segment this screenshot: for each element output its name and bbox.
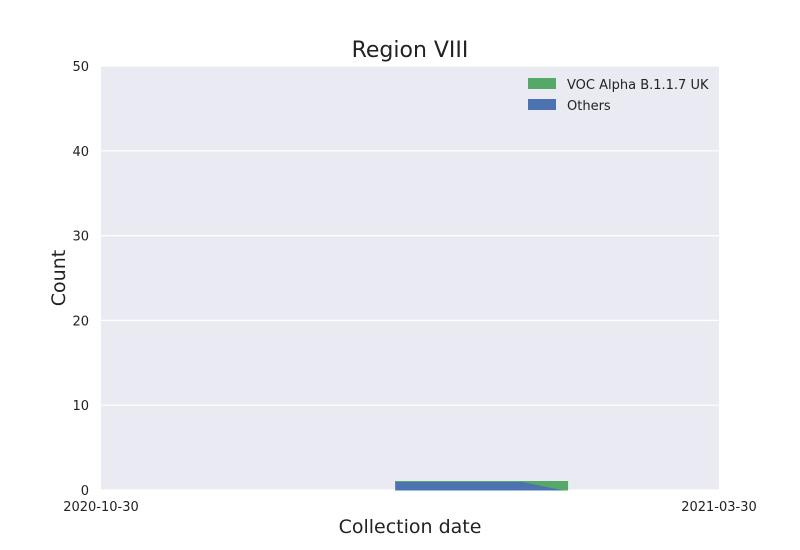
area-series xyxy=(395,481,569,491)
legend-swatch xyxy=(528,78,556,89)
plot-background xyxy=(101,66,719,490)
x-axis-label: Collection date xyxy=(339,516,482,538)
y-tick-label: 50 xyxy=(72,60,89,75)
y-tick-label: 40 xyxy=(72,145,89,160)
y-tick-label: 10 xyxy=(72,399,89,414)
legend-swatch xyxy=(528,99,556,110)
tick-labels: 0 10 20 30 40 50 2020-10-30 2021-03-30 xyxy=(63,60,757,515)
legend: VOC Alpha B.1.1.7 UK Others xyxy=(528,78,709,114)
y-tick-label: 30 xyxy=(72,230,89,245)
area-voc-alpha-b-1-1-7-uk xyxy=(395,481,569,491)
chart-title: Region VIII xyxy=(352,38,469,63)
y-tick-label: 20 xyxy=(72,314,89,329)
y-tick-label: 0 xyxy=(81,484,89,499)
grid-lines xyxy=(101,65,719,491)
x-tick-label: 2021-03-30 xyxy=(681,500,757,515)
legend-label: VOC Alpha B.1.1.7 UK xyxy=(567,78,709,93)
legend-label: Others xyxy=(567,99,611,114)
y-axis-label: Count xyxy=(48,250,70,306)
x-tick-label: 2020-10-30 xyxy=(63,500,139,515)
